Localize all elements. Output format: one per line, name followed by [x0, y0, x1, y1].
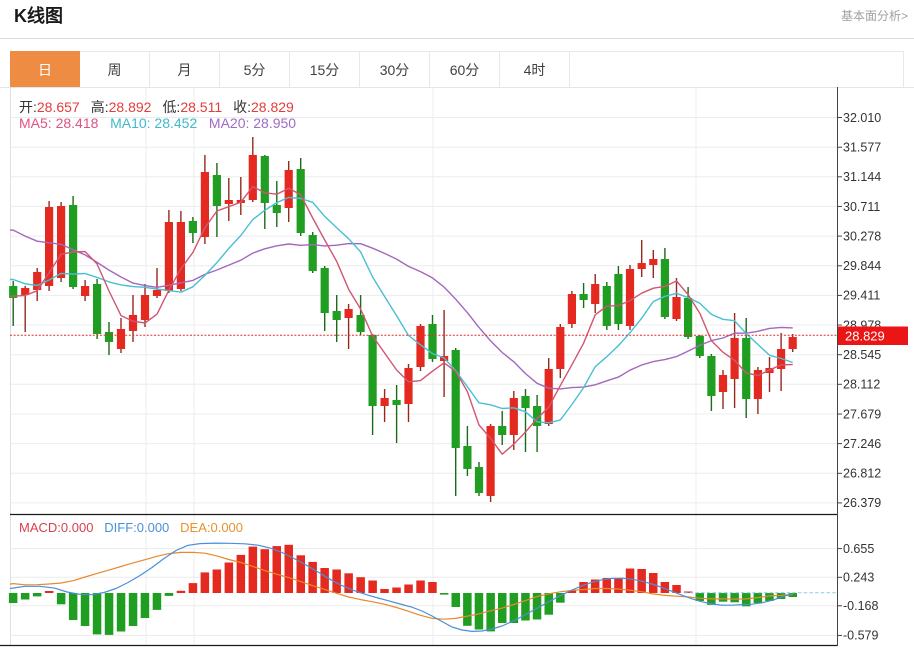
svg-text:31.577: 31.577: [843, 141, 881, 155]
svg-text:32.010: 32.010: [843, 111, 881, 125]
svg-text:29.844: 29.844: [843, 259, 881, 273]
svg-text:0.655: 0.655: [843, 542, 874, 556]
svg-text:30.278: 30.278: [843, 229, 881, 243]
svg-text:-0.168: -0.168: [843, 599, 878, 613]
svg-text:28.829: 28.829: [845, 329, 885, 344]
svg-text:26.379: 26.379: [843, 496, 881, 510]
svg-text:28.545: 28.545: [843, 348, 881, 362]
svg-text:30.711: 30.711: [843, 200, 880, 214]
svg-text:26.812: 26.812: [843, 467, 881, 481]
svg-text:0.243: 0.243: [843, 571, 874, 585]
svg-text:29.411: 29.411: [843, 289, 880, 303]
svg-text:-0.579: -0.579: [843, 629, 878, 643]
svg-text:31.144: 31.144: [843, 170, 881, 184]
svg-text:27.679: 27.679: [843, 407, 881, 421]
svg-text:27.246: 27.246: [843, 437, 881, 451]
svg-text:28.112: 28.112: [843, 378, 880, 392]
